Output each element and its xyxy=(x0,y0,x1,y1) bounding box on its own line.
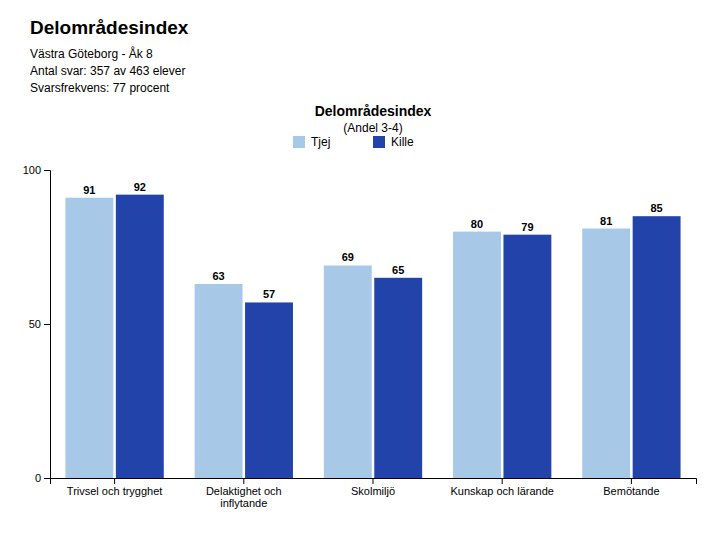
x-tick-label: Trivsel och trygghet xyxy=(67,485,163,497)
data-labels: 91 63 69 80 81 92 57 65 79 85 xyxy=(83,181,662,301)
data-label: 63 xyxy=(212,270,224,282)
bar xyxy=(116,195,164,478)
x-tick: Bemötande xyxy=(603,478,659,497)
x-tick-label-line: Delaktighet och xyxy=(206,485,282,497)
bars xyxy=(65,195,680,478)
legend: Tjej Kille xyxy=(293,135,414,149)
bar xyxy=(582,229,630,478)
x-tick-label: Kunskap och lärande xyxy=(451,485,554,497)
y-axis-line xyxy=(44,171,51,479)
y-tick: 100 xyxy=(23,164,50,176)
legend-label: Tjej xyxy=(311,135,330,149)
x-tick-label-line: Bemötande xyxy=(603,485,659,497)
x-tick-label: Bemötande xyxy=(603,485,659,497)
x-tick: Kunskap och lärande xyxy=(451,478,554,497)
x-tick-mark xyxy=(114,478,115,484)
x-tick-label: Delaktighet ochinflytande xyxy=(206,485,282,510)
data-label: 80 xyxy=(471,218,483,230)
x-tick: Delaktighet ochinflytande xyxy=(206,478,282,509)
y-tick-label: 0 xyxy=(35,472,41,484)
x-tick-mark xyxy=(631,478,632,484)
main-title: Delområdesindex xyxy=(30,17,189,38)
data-label: 69 xyxy=(342,251,354,263)
y-tick-mark xyxy=(44,170,50,171)
chart-title: Delområdesindex xyxy=(315,103,432,119)
plot: 91 63 69 80 81 92 57 65 79 85 0 50 100 Trivsel och tr… xyxy=(23,164,697,509)
data-label: 92 xyxy=(134,181,146,193)
x-tick-label-line: Trivsel och trygghet xyxy=(67,485,163,497)
legend-item: Tjej xyxy=(293,135,330,149)
data-label: 57 xyxy=(263,288,275,300)
y-tick-label: 100 xyxy=(23,164,41,176)
subtitle-line: Svarsfrekvens: 77 procent xyxy=(30,81,170,95)
bar xyxy=(65,198,113,478)
x-tick: Trivsel och trygghet xyxy=(67,478,163,497)
bar xyxy=(633,216,681,478)
x-tick-mark xyxy=(243,478,244,484)
data-label: 85 xyxy=(650,202,662,214)
y-axis: 0 50 100 xyxy=(23,164,51,484)
legend-swatch xyxy=(373,136,385,148)
bar xyxy=(503,235,551,478)
x-tick-label-line: Skolmiljö xyxy=(351,485,395,497)
bar xyxy=(453,232,501,478)
data-label: 91 xyxy=(83,184,95,196)
bar xyxy=(195,284,243,478)
chart-svg: Delområdesindex Västra Göteborg - Åk 8 Ant… xyxy=(0,0,720,540)
chart-subtitle: (Andel 3-4) xyxy=(343,121,402,135)
legend-swatch xyxy=(293,136,305,148)
x-tick-label: Skolmiljö xyxy=(351,485,395,497)
x-tick-label-line: inflytande xyxy=(220,497,267,509)
data-label: 81 xyxy=(600,215,612,227)
x-tick-mark xyxy=(373,478,374,484)
legend-item: Kille xyxy=(373,135,414,149)
x-tick-mark xyxy=(502,478,503,484)
subtitle-line: Antal svar: 357 av 463 elever xyxy=(30,64,185,78)
bar xyxy=(245,302,293,478)
x-axis: Trivsel och trygghet Delaktighet ochinfly… xyxy=(51,478,697,509)
y-tick: 50 xyxy=(29,318,50,330)
y-tick-mark xyxy=(44,324,50,325)
data-label: 65 xyxy=(392,264,404,276)
legend-label: Kille xyxy=(391,135,414,149)
bar xyxy=(374,278,422,478)
y-tick: 0 xyxy=(35,472,50,484)
y-tick-mark xyxy=(44,478,50,479)
y-tick-label: 50 xyxy=(29,318,41,330)
x-tick-label-line: Kunskap och lärande xyxy=(451,485,554,497)
bar xyxy=(324,265,372,478)
subtitle-line: Västra Göteborg - Åk 8 xyxy=(30,46,153,61)
x-tick: Skolmiljö xyxy=(351,478,395,497)
data-label: 79 xyxy=(521,221,533,233)
x-axis-line xyxy=(51,479,697,485)
bar-series xyxy=(116,195,681,478)
